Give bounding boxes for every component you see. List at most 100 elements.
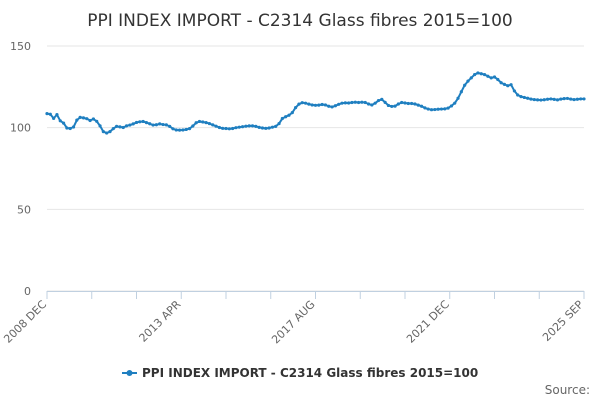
- data-point: [244, 124, 248, 128]
- data-point: [456, 96, 460, 100]
- data-point: [250, 124, 255, 128]
- data-point: [211, 123, 215, 127]
- data-point: [237, 125, 241, 129]
- data-point: [171, 127, 175, 131]
- data-point: [410, 101, 414, 106]
- data-point: [121, 125, 125, 130]
- data-point: [138, 120, 142, 124]
- data-point: [111, 127, 115, 131]
- x-tick-label: 2013 APR: [136, 298, 183, 345]
- data-point: [532, 97, 536, 102]
- data-point: [207, 121, 212, 126]
- data-point: [260, 126, 265, 130]
- data-point: [280, 116, 284, 121]
- data-point: [419, 104, 424, 108]
- data-point: [476, 71, 480, 75]
- data-point: [303, 101, 308, 105]
- data-point: [191, 124, 195, 128]
- data-point: [184, 127, 188, 132]
- y-tick-label: 0: [24, 285, 31, 298]
- data-point: [449, 104, 454, 108]
- data-point: [396, 102, 400, 106]
- data-point: [463, 83, 467, 87]
- data-point: [91, 117, 96, 121]
- data-point: [234, 126, 238, 130]
- data-point: [406, 101, 410, 106]
- data-point: [168, 124, 172, 128]
- data-point: [353, 100, 357, 104]
- data-point: [446, 106, 450, 110]
- data-point: [144, 121, 149, 125]
- series-line: [46, 71, 584, 135]
- data-point: [201, 120, 205, 124]
- x-tick-label: 2017 AUG: [269, 298, 318, 347]
- data-point: [327, 104, 331, 108]
- data-point: [492, 75, 497, 79]
- data-point: [466, 79, 470, 83]
- x-tick-label: 2021 DEC: [404, 298, 452, 346]
- data-point: [310, 103, 314, 107]
- data-point: [287, 113, 291, 117]
- y-tick-label: 50: [17, 203, 31, 216]
- data-point: [572, 97, 576, 102]
- data-point: [499, 81, 503, 85]
- y-axis: 0 50 100 150: [10, 40, 31, 298]
- data-point: [224, 126, 228, 131]
- data-point: [569, 97, 573, 101]
- data-point: [482, 72, 487, 77]
- data-point: [194, 121, 198, 125]
- data-point: [300, 101, 304, 105]
- data-point: [101, 129, 105, 134]
- data-point: [118, 125, 122, 129]
- data-point: [290, 111, 294, 115]
- data-point: [317, 103, 321, 107]
- data-point: [277, 121, 281, 126]
- data-point: [373, 101, 377, 105]
- data-point: [370, 103, 374, 107]
- data-point: [340, 101, 344, 105]
- data-point: [516, 93, 520, 97]
- data-point: [75, 118, 79, 122]
- data-point: [48, 112, 52, 116]
- data-point: [52, 116, 56, 120]
- data-point: [502, 82, 507, 86]
- data-point: [356, 100, 361, 105]
- data-point: [436, 107, 440, 111]
- data-point: [565, 96, 570, 101]
- data-point: [526, 96, 530, 100]
- data-point: [347, 101, 351, 105]
- data-point: [469, 76, 473, 80]
- data-point: [204, 121, 208, 125]
- data-point: [284, 115, 288, 119]
- data-point: [254, 124, 258, 128]
- data-point: [509, 83, 513, 87]
- data-point: [562, 96, 566, 101]
- data-point: [393, 104, 397, 108]
- data-point: [227, 127, 231, 131]
- data-point: [85, 117, 89, 121]
- data-point: [141, 119, 145, 124]
- data-point: [115, 124, 119, 128]
- data-point: [71, 125, 76, 129]
- data-point: [297, 102, 301, 106]
- data-point: [320, 102, 324, 107]
- data-point: [542, 98, 546, 102]
- y-tick-label: 100: [10, 122, 31, 135]
- data-point: [231, 126, 235, 131]
- data-point: [453, 101, 457, 105]
- data-point: [496, 77, 500, 82]
- data-point: [108, 129, 112, 134]
- legend[interactable]: PPI INDEX IMPORT - C2314 Glass fibres 20…: [122, 366, 478, 380]
- data-point: [81, 116, 86, 120]
- data-point: [433, 107, 437, 112]
- data-point: [363, 100, 367, 105]
- data-point: [545, 97, 550, 101]
- data-point: [55, 113, 59, 117]
- data-point: [343, 101, 347, 105]
- data-point: [390, 104, 394, 109]
- data-point: [429, 108, 434, 112]
- data-point: [257, 125, 261, 129]
- data-point: [214, 124, 218, 128]
- data-point: [403, 101, 407, 105]
- x-tick-label: 2008 DEC: [1, 298, 49, 346]
